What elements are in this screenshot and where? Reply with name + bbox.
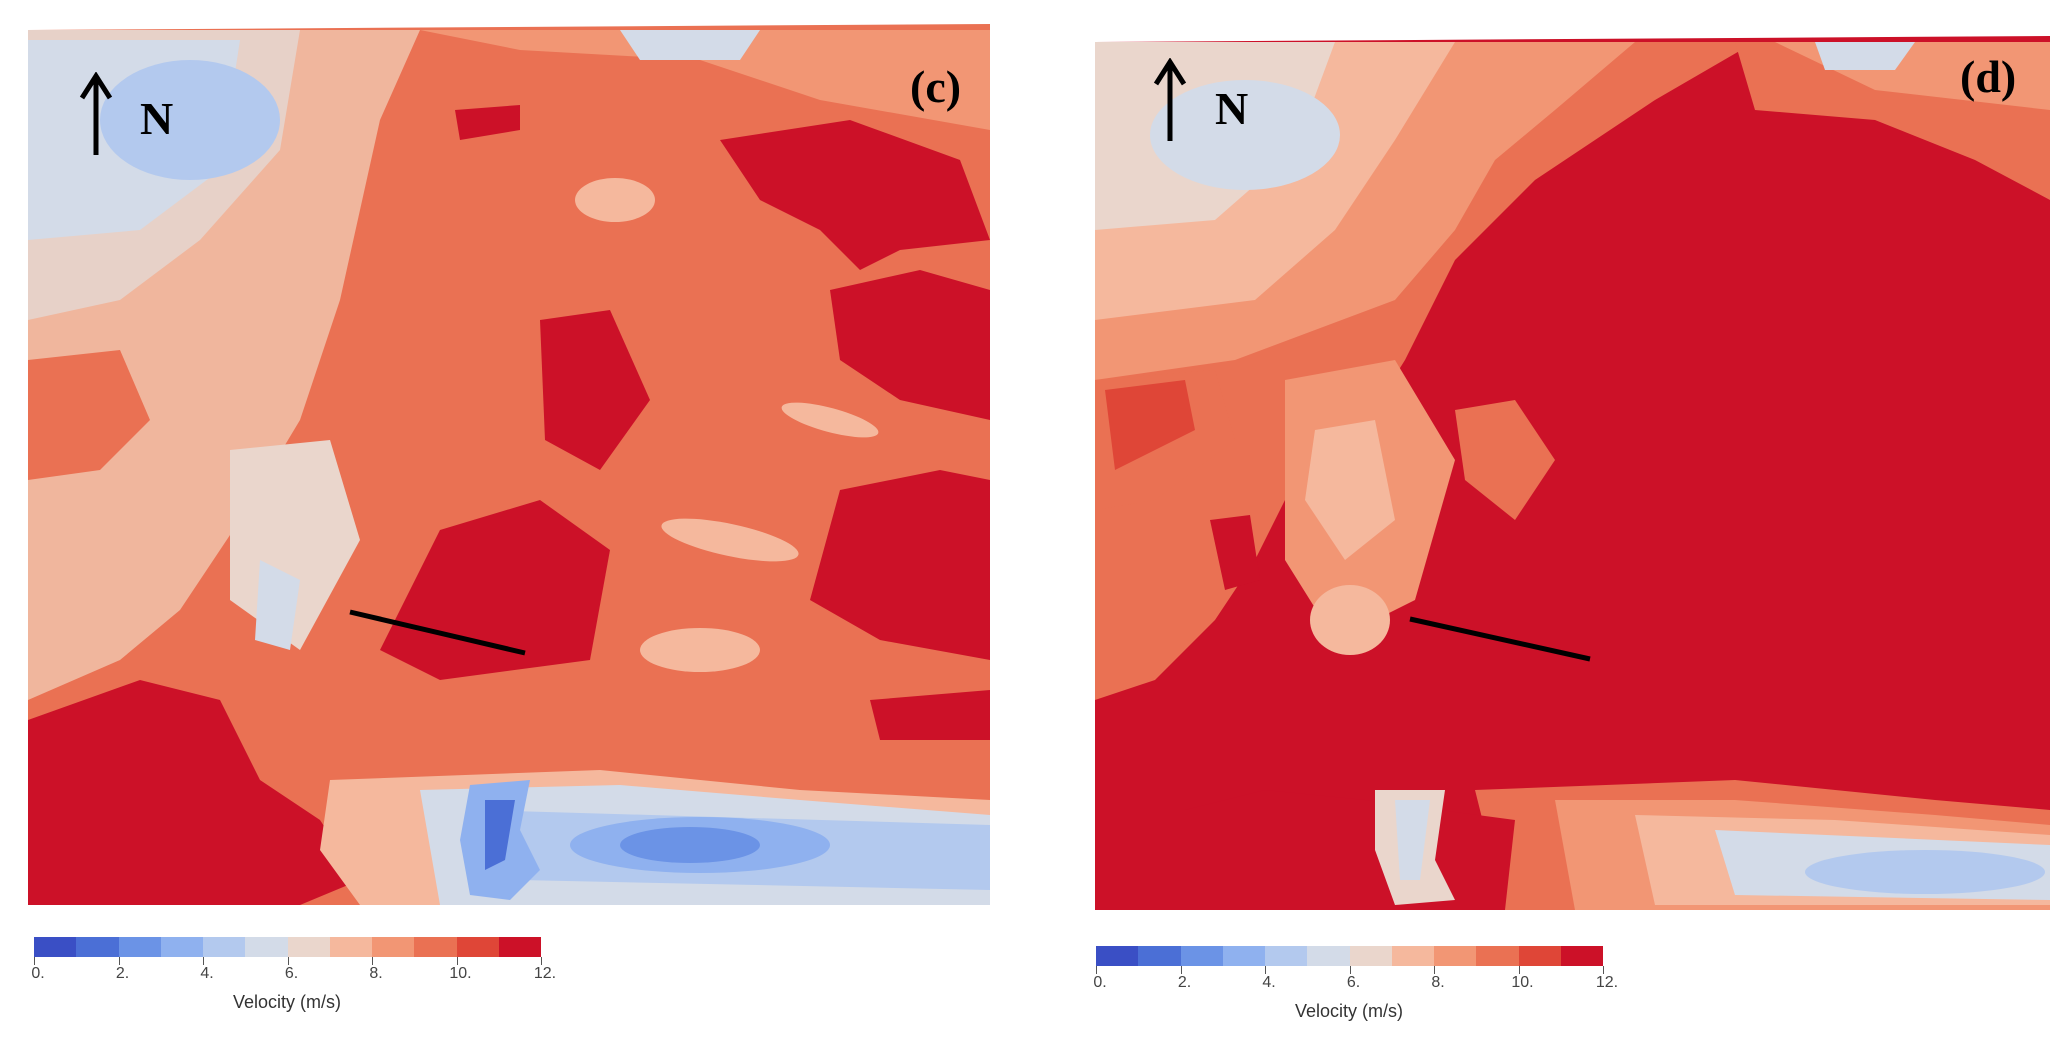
north-label: N: [1215, 83, 1249, 134]
legend-tick-label: 0.: [1093, 974, 1107, 991]
north-label: N: [140, 93, 174, 144]
north-arrow-icon: [1153, 58, 1187, 141]
legend-tick-label: 8.: [1431, 974, 1445, 991]
legend-tick-mark: [1603, 966, 1604, 974]
legend-tick-mark: [1096, 966, 1097, 974]
legend-swatch: [245, 937, 288, 957]
legend-swatch: [372, 937, 415, 957]
map-panel-c: N (c) Velocity (m/s) 0. 2. 4. 6. 8. 10. 12.: [28, 24, 990, 1017]
legend-tick-mark: [541, 957, 542, 965]
legend-swatch: [1138, 946, 1181, 966]
legend-swatch: [203, 937, 246, 957]
legend-colorbar: [1096, 946, 1603, 966]
legend-swatch: [1518, 946, 1561, 966]
legend-tick-mark: [456, 957, 458, 965]
legend-swatch: [329, 937, 372, 957]
legend-tick-mark: [1180, 966, 1182, 974]
legend-swatch: [287, 937, 330, 957]
legend-tick-mark: [287, 957, 289, 965]
legend-swatch: [1391, 946, 1434, 966]
legend-tick-label: 10.: [1511, 974, 1534, 991]
legend-tick-mark: [1349, 966, 1351, 974]
panel-label: (c): [910, 61, 962, 112]
legend-swatch: [414, 937, 457, 957]
legend-tick-label: 0.: [31, 965, 45, 982]
legend-swatch: [1222, 946, 1265, 966]
legend-colorbar: [34, 937, 541, 957]
legend-swatch: [456, 937, 499, 957]
legend-swatch: [498, 937, 541, 957]
cross-section-line: [349, 609, 526, 656]
legend-swatch: [160, 937, 203, 957]
legend-tick-label: 4.: [1262, 974, 1276, 991]
legend-swatch: [76, 937, 119, 957]
legend-tick-label: 12.: [533, 965, 557, 982]
cross-section-line: [1409, 616, 1591, 662]
velocity-legend: Velocity (m/s) 0. 2. 4. 6. 8. 10. 12.: [31, 937, 556, 1017]
north-arrow-icon: [79, 72, 113, 155]
legend-swatch: [1560, 946, 1603, 966]
legend-swatch: [1096, 946, 1139, 966]
legend-swatch: [1307, 946, 1350, 966]
velocity-legend: Velocity (m/s) 0. 2. 4. 6. 8. 10. 12.: [1093, 946, 1618, 1026]
legend-tick-label: 6.: [284, 965, 299, 982]
legend-swatch: [1180, 946, 1223, 966]
velocity-map-c: [28, 24, 990, 905]
legend-swatch: [118, 937, 161, 957]
velocity-map-d: [1095, 36, 2050, 910]
legend-tick-label: 4.: [200, 965, 214, 982]
legend-swatch: [1349, 946, 1392, 966]
legend-tick-label: 10.: [449, 965, 472, 982]
legend-title: Velocity (m/s): [1294, 1001, 1404, 1021]
legend-tick-label: 6.: [1346, 974, 1361, 991]
legend-swatch: [34, 937, 77, 957]
legend-tick-mark: [372, 957, 373, 965]
panel-label: (d): [1960, 51, 2017, 102]
legend-tick-label: 2.: [1177, 974, 1192, 991]
legend-tick-label: 12.: [1595, 974, 1619, 991]
legend-tick-mark: [1518, 966, 1520, 974]
legend-swatch: [1265, 946, 1308, 966]
legend-tick-label: 8.: [369, 965, 383, 982]
legend-tick-mark: [118, 957, 120, 965]
legend-tick-mark: [34, 957, 35, 965]
legend-tick-mark: [203, 957, 204, 965]
legend-tick-mark: [1265, 966, 1266, 974]
legend-title: Velocity (m/s): [232, 992, 342, 1012]
legend-tick-label: 2.: [115, 965, 130, 982]
legend-swatch: [1476, 946, 1519, 966]
map-panel-d: N (d) Velocity (m/s) 0. 2. 4. 6. 8. 10. 12.: [1035, 0, 2070, 1051]
legend-tick-mark: [1434, 966, 1435, 974]
legend-swatch: [1434, 946, 1477, 966]
